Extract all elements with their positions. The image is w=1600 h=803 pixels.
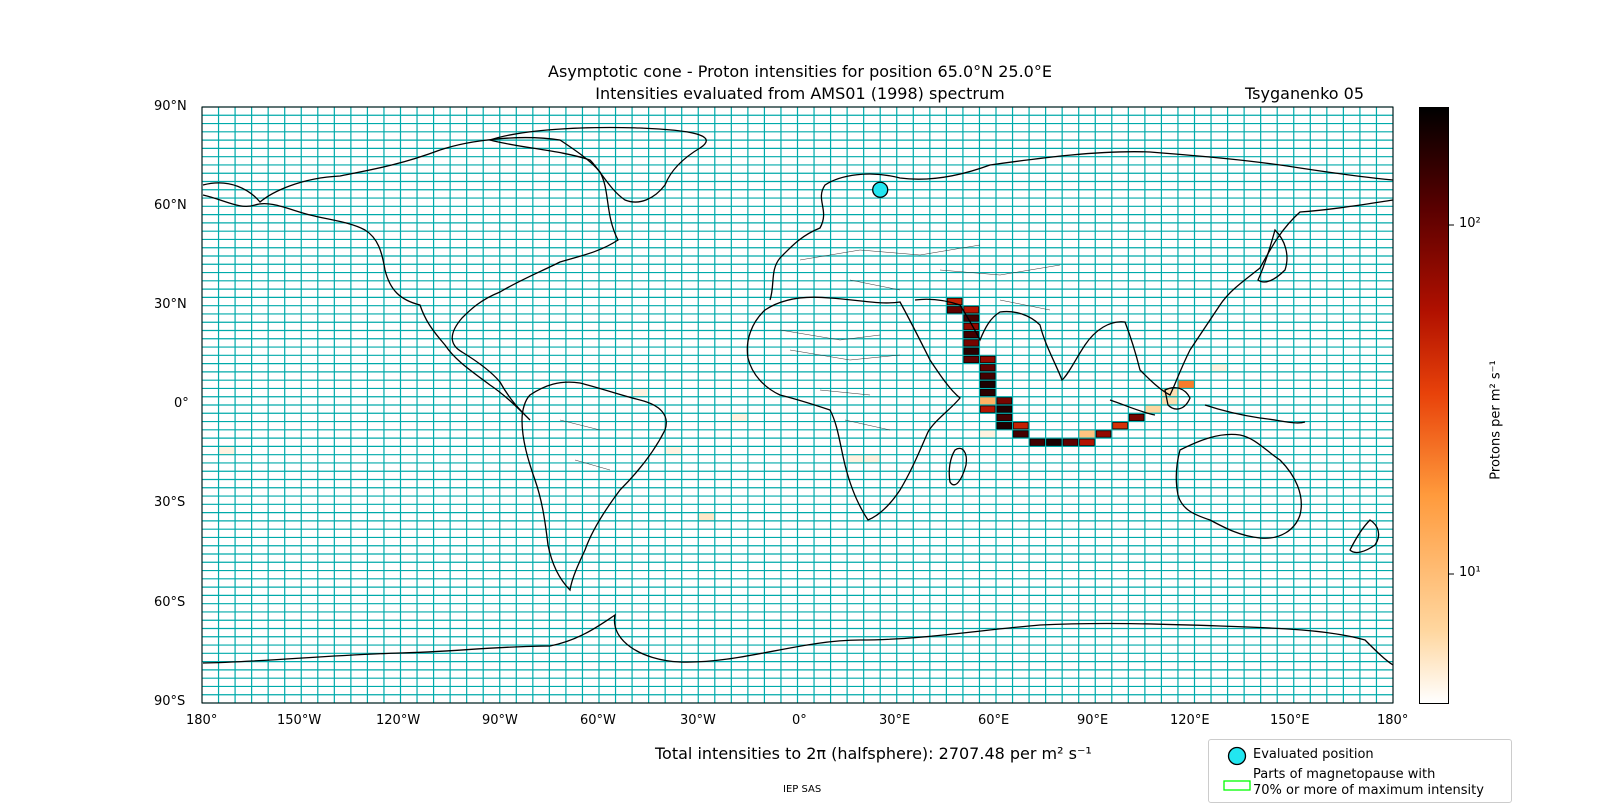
intensity-cell-fill	[864, 455, 880, 462]
lon-tick-120e: 120°E	[1170, 713, 1210, 728]
coast-new-zealand	[1349, 519, 1380, 554]
colorbar-ticks	[1449, 224, 1454, 575]
lat-tick-60s: 60°S	[154, 595, 186, 610]
lon-tick-30w: 30°W	[680, 713, 716, 728]
intensity-cell-fill	[980, 405, 996, 413]
intensity-cell-fill	[996, 397, 1012, 405]
lat-tick-90n: 90°N	[154, 99, 187, 114]
intensity-cell-fill	[1013, 422, 1029, 430]
intensity-cell-fill	[980, 364, 996, 372]
intensity-cell-fill	[963, 331, 979, 339]
intensity-cell-fill	[666, 447, 681, 454]
intensity-cell-fill	[963, 347, 979, 355]
intensity-cell-fill	[1046, 438, 1062, 446]
coast-japan	[1257, 228, 1288, 283]
evaluated-position-symbol	[1227, 746, 1247, 766]
legend-item-magnetopause-line2: 70% or more of maximum intensity	[1253, 783, 1484, 798]
chart-subtitle: Intensities evaluated from AMS01 (1998) …	[595, 84, 1005, 103]
intensity-cell-fill	[1029, 438, 1045, 446]
coastlines	[202, 126, 1394, 666]
country-borders	[559, 244, 1061, 471]
lat-tick-90s: 90°S	[154, 694, 186, 709]
coast-antarctica	[202, 613, 1394, 666]
intensity-cell-fill	[963, 339, 979, 347]
intensity-cell-fill	[963, 356, 979, 363]
intensity-cell-fill	[980, 397, 995, 404]
lat-tick-30s: 30°S	[154, 495, 186, 510]
coast-australia	[1175, 433, 1302, 539]
colorbar-label: Protons per m² s⁻¹	[1488, 360, 1504, 480]
intensity-cell-fill	[1162, 389, 1177, 396]
intensity-cell-fill	[1013, 430, 1029, 438]
intensity-cell-fill	[219, 447, 235, 454]
intensity-cell-fill	[1145, 406, 1161, 413]
lat-tick-0: 0°	[174, 396, 189, 411]
lon-tick-60w: 60°W	[580, 713, 616, 728]
total-intensity-text: Total intensities to 2π (halfsphere): 27…	[655, 744, 1092, 763]
credit-text: IEP SAS	[783, 784, 822, 795]
lon-tick-60e: 60°E	[978, 713, 1010, 728]
map-frame	[201, 106, 1394, 704]
intensity-cell-fill	[1062, 438, 1079, 446]
colorbar	[1419, 107, 1449, 704]
intensity-cell-fill	[1079, 438, 1095, 446]
lon-tick-150w: 150°W	[277, 713, 322, 728]
colorbar-tick-label-low: 10¹	[1459, 565, 1481, 580]
lat-tick-30n: 30°N	[154, 297, 187, 312]
coast-north-america	[202, 136, 619, 421]
lon-tick-30e: 30°E	[879, 713, 911, 728]
lon-tick-180w: 180°	[186, 713, 218, 728]
legend-item-magnetopause-line1: Parts of magnetopause with	[1253, 767, 1436, 782]
coast-madagascar	[948, 447, 968, 486]
intensity-cell-fill	[996, 422, 1012, 430]
intensity-cell-fill	[1095, 430, 1112, 438]
coast-south-america	[521, 381, 667, 592]
intensity-cell-fill	[963, 306, 979, 314]
intensity-cell-fill	[1112, 422, 1128, 430]
legend: Evaluated position Parts of magnetopause…	[1208, 739, 1512, 803]
magnetopause-symbol	[1223, 780, 1251, 791]
lon-tick-150e: 150°E	[1270, 713, 1310, 728]
legend-symbols	[1223, 746, 1251, 791]
borders-europe-asia	[779, 244, 1061, 341]
intensity-cell-fill	[980, 389, 996, 397]
intensity-cell-fill	[980, 430, 995, 438]
intensity-cell-fill	[996, 413, 1012, 421]
lon-tick-90e: 90°E	[1077, 713, 1109, 728]
intensity-cell-fill	[980, 380, 996, 388]
lon-tick-0: 0°	[792, 713, 807, 728]
coast-eurasia	[769, 151, 1394, 396]
evaluated-position-layer	[872, 181, 889, 198]
legend-item-evaluated-position: Evaluated position	[1253, 747, 1374, 762]
model-label: Tsyganenko 05	[1245, 84, 1364, 103]
intensity-cell-fill	[848, 455, 863, 462]
borders-south-america	[559, 419, 611, 471]
intensity-cell-fill	[980, 356, 996, 363]
intensity-cell-fill	[1212, 364, 1227, 371]
intensity-cell-fill	[1129, 413, 1145, 421]
intensity-cell-fill	[1178, 381, 1194, 388]
lon-tick-120w: 120°W	[376, 713, 421, 728]
lat-tick-60n: 60°N	[154, 198, 187, 213]
borders-africa	[789, 349, 901, 431]
intensity-cell-fill	[980, 372, 996, 380]
intensity-cell-fill	[732, 414, 747, 421]
intensity-cell-fill	[996, 405, 1012, 413]
lon-tick-90w: 90°W	[482, 713, 518, 728]
intensity-cell-fill	[1079, 430, 1095, 438]
coast-indonesia	[1109, 387, 1306, 424]
intensity-cell-fill	[699, 513, 714, 520]
chart-title: Asymptotic cone - Proton intensities for…	[548, 62, 1052, 81]
colorbar-tick-label-high: 10²	[1459, 216, 1481, 231]
coast-africa	[746, 296, 961, 521]
intensity-cell-fill	[963, 314, 979, 322]
intensity-cell-fill	[1162, 397, 1177, 404]
intensity-cell-fill	[947, 306, 963, 314]
intensity-cell-fill	[633, 389, 648, 396]
coast-greenland	[487, 126, 707, 203]
lon-tick-180e: 180°	[1377, 713, 1409, 728]
evaluated-position-marker	[872, 181, 889, 198]
